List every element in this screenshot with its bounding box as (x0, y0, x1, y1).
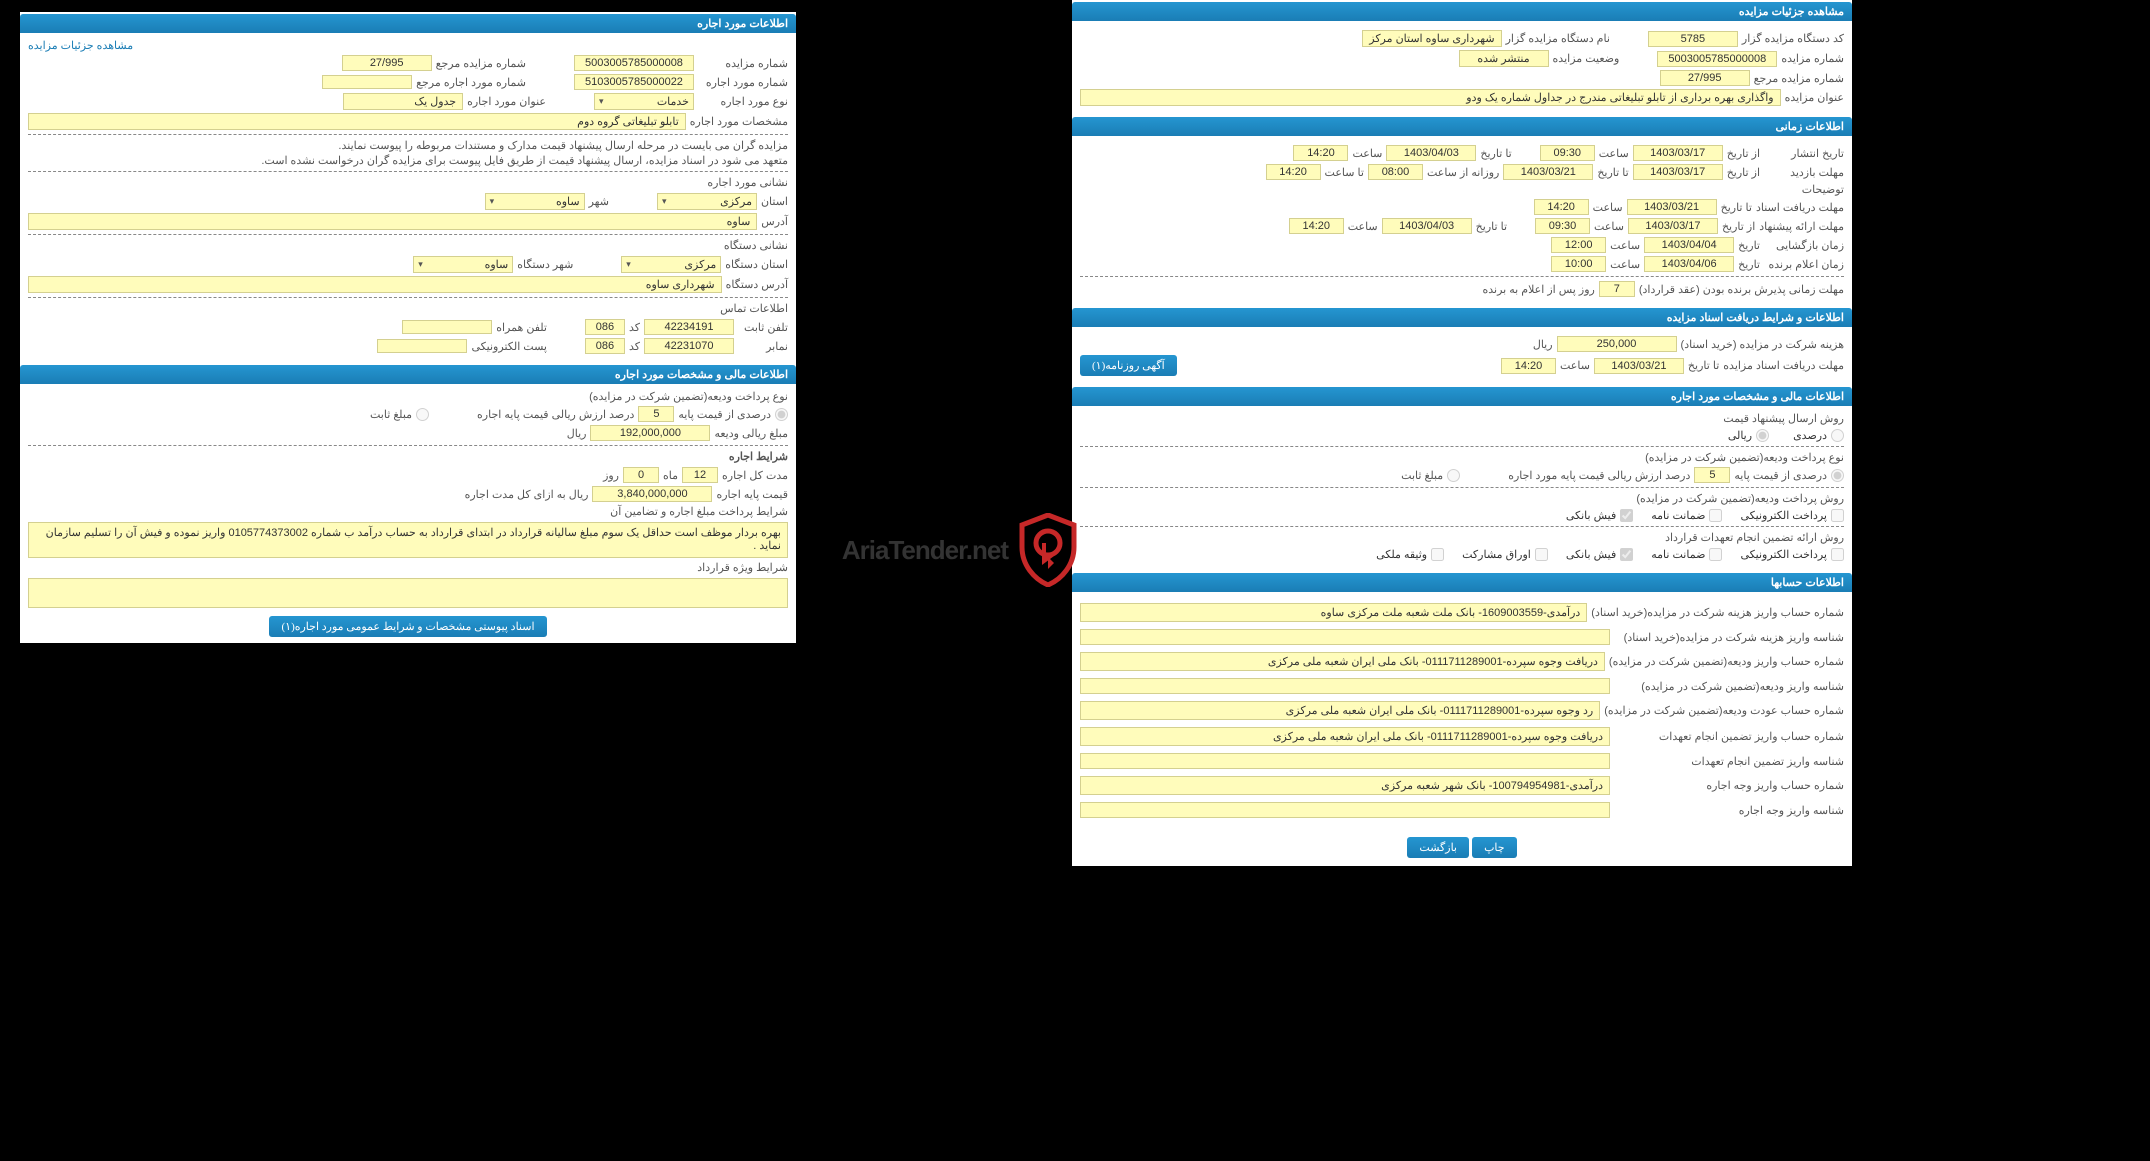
label-title: عنوان مزایده (1785, 91, 1844, 104)
val-auction-no: 5003005785000008 (1657, 51, 1777, 67)
section-header-accounts: اطلاعات حسابها (1072, 573, 1852, 592)
label-org-name: نام دستگاه مزایده گزار (1506, 32, 1610, 45)
section-header-financial: اطلاعات مالی و مشخصات مورد اجاره (1072, 387, 1852, 406)
chevron-down-icon: ▾ (490, 196, 495, 207)
label-auction-no: شماره مزایده (1781, 52, 1844, 65)
type-select[interactable]: خدمات▾ (594, 93, 694, 110)
cb-guarantee[interactable]: ضمانت نامه (1651, 509, 1722, 522)
chevron-down-icon: ▾ (662, 196, 667, 207)
val-org-name: شهرداری ساوه استان مرکز (1362, 30, 1501, 47)
print-button[interactable]: چاپ (1472, 837, 1517, 858)
val-status: منتشر شده (1459, 50, 1549, 67)
label-org-code: کد دستگاه مزایده گزار (1742, 32, 1844, 45)
payment-conditions: بهره بردار موظف است حداقل یک سوم مبلغ سا… (28, 522, 788, 558)
val-title: واگذاری بهره برداری از تابلو تبلیغاتی من… (1080, 89, 1781, 106)
label-publish: تاریخ انتشار (1764, 147, 1844, 160)
section-header-timing: اطلاعات زمانی (1072, 117, 1852, 136)
val-org-code: 5785 (1648, 31, 1738, 47)
section-header-docs: اطلاعات و شرایط دریافت اسناد مزایده (1072, 308, 1852, 327)
cb-electronic[interactable]: پرداخت الکترونیکی (1740, 509, 1844, 522)
chevron-down-icon: ▾ (599, 96, 604, 107)
logo-text: AriaTender.net (842, 535, 1008, 566)
cb-bankslip[interactable]: فیش بانکی (1566, 509, 1633, 522)
org-city-select[interactable]: ساوه▾ (413, 256, 513, 273)
radio-rial[interactable]: ریالی (1728, 429, 1769, 442)
back-button[interactable]: بازگشت (1407, 837, 1469, 858)
org-province-select[interactable]: مرکزی▾ (621, 256, 721, 273)
radio-fixed[interactable]: مبلغ ثابت (1401, 469, 1460, 482)
attachments-button[interactable]: اسناد پیوستی مشخصات و شرایط عمومی مورد ا… (269, 616, 546, 637)
lease-info-panel: اطلاعات مورد اجاره مشاهده جزئیات مزایده … (20, 12, 796, 643)
radio-base-pct[interactable]: درصدی از قیمت پایه (1734, 469, 1844, 482)
chevron-down-icon: ▾ (418, 259, 423, 270)
special-conditions (28, 578, 788, 608)
accounts-list: شماره حساب واریز هزینه شرکت در مزایده(خر… (1072, 592, 1852, 829)
city-select[interactable]: ساوه▾ (485, 193, 585, 210)
label-visit: مهلت بازدید (1764, 166, 1844, 179)
section-header-details: مشاهده جزئیات مزایده (1072, 2, 1852, 21)
radio-percent[interactable]: درصدی (1793, 429, 1844, 442)
section-header-lease: اطلاعات مورد اجاره (20, 14, 796, 33)
label-ref-no: شماره مزایده مرجع (1754, 72, 1844, 85)
section-header-lease-financial: اطلاعات مالی و مشخصات مورد اجاره (20, 365, 796, 384)
auction-details-panel: مشاهده جزئیات مزایده کد دستگاه مزایده گز… (1072, 0, 1852, 866)
newspaper-ad-button[interactable]: آگهی روزنامه(۱) (1080, 355, 1177, 376)
view-details-link[interactable]: مشاهده جزئیات مزایده (28, 40, 133, 52)
chevron-down-icon: ▾ (626, 259, 631, 270)
val-ref-no: 27/995 (1660, 70, 1750, 86)
province-select[interactable]: مرکزی▾ (657, 193, 757, 210)
watermark-logo: AriaTender.net (820, 510, 1080, 590)
label-status: وضعیت مزایده (1553, 52, 1620, 65)
shield-icon (1016, 513, 1080, 587)
